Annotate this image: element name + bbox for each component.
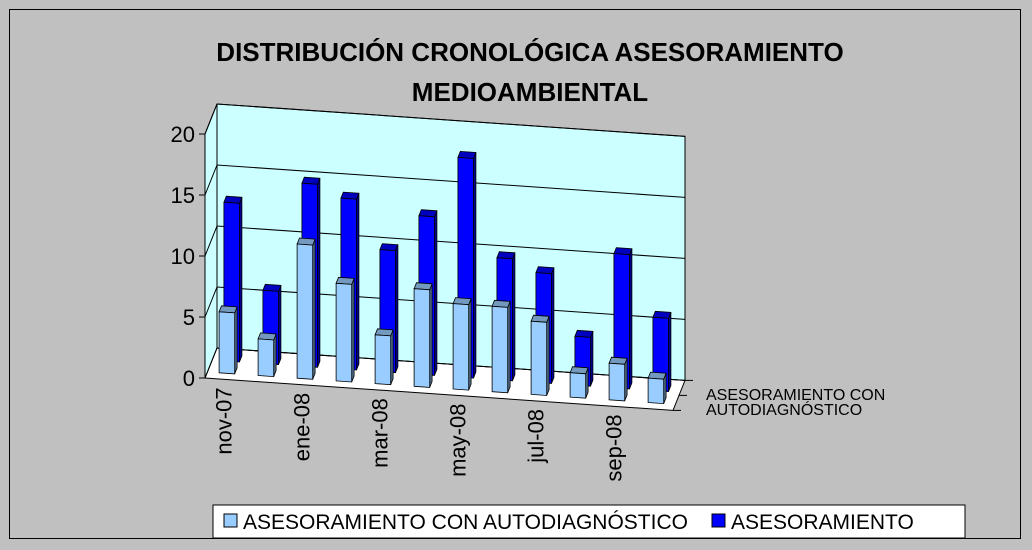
bar-front <box>335 282 353 383</box>
legend-label: ASESORAMIENTO CON AUTODIAGNÓSTICO <box>243 511 688 534</box>
bar <box>530 314 550 396</box>
bar-front <box>413 288 431 388</box>
y-tick-label: 15 <box>171 183 195 208</box>
legend-swatch <box>223 513 238 528</box>
bar-front <box>491 305 509 394</box>
bar <box>257 332 277 378</box>
bar <box>374 328 394 386</box>
grid-line <box>204 103 686 137</box>
bar-front <box>296 243 314 380</box>
x-tick-label: sep-08 <box>602 414 627 481</box>
bar <box>647 371 667 405</box>
bar <box>335 276 355 383</box>
bar-front <box>257 338 275 378</box>
x-tick-label: may-08 <box>446 404 471 477</box>
bar <box>218 305 238 375</box>
x-tick-label: ene-08 <box>290 393 315 462</box>
grid-line <box>204 164 686 198</box>
bar-front <box>530 320 548 396</box>
bar <box>452 297 472 391</box>
y-tick-label: 5 <box>183 305 195 330</box>
chart-title: DISTRIBUCIÓN CRONOLÓGICA ASESORAMIENTO M… <box>216 37 844 107</box>
grid-line <box>204 286 686 320</box>
legend: ASESORAMIENTO CON AUTODIAGNÓSTICO ASESORA… <box>212 504 966 539</box>
bar-front <box>374 334 392 386</box>
legend-label: ASESORAMIENTO <box>731 511 914 534</box>
legend-box <box>212 504 966 539</box>
grid-line <box>204 225 686 259</box>
bar <box>613 247 633 390</box>
bar <box>296 237 316 380</box>
bar <box>569 366 589 399</box>
bar-front <box>608 362 626 402</box>
x-tick-label: mar-08 <box>368 398 393 468</box>
depth-axis-label: ASESORAMIENTO CON AUTODIAGNÓSTICO <box>706 387 886 419</box>
bar-front <box>569 372 587 399</box>
bar-front <box>647 377 665 405</box>
bar-front <box>218 311 236 375</box>
bar-front <box>452 303 470 391</box>
bar <box>413 282 433 388</box>
bar <box>491 299 511 394</box>
legend-swatch <box>711 513 726 528</box>
y-tick-label: 20 <box>171 122 195 147</box>
y-tick-label: 10 <box>171 244 195 269</box>
bar <box>608 356 628 402</box>
x-tick-label: nov-07 <box>212 387 237 454</box>
y-tick-label: 0 <box>183 366 195 391</box>
grid-line <box>204 347 686 381</box>
x-tick-label: jul-08 <box>524 409 549 464</box>
